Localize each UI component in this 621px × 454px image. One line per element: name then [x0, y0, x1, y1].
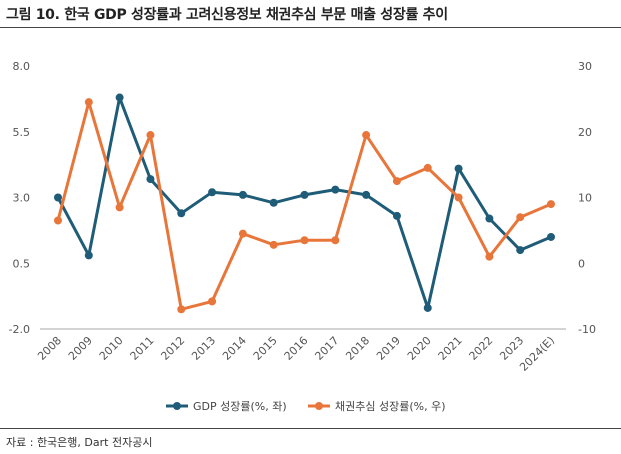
series-point-2 [115, 203, 124, 212]
series-point-1 [423, 303, 432, 312]
series-point-2 [516, 213, 525, 222]
x-tick-label: 2016 [282, 334, 311, 363]
figure-title: 그림 10. 한국 GDP 성장률과 고려신용정보 채권추심 부문 매출 성장률… [6, 7, 448, 23]
left-tick-label: 8.0 [13, 60, 31, 73]
x-tick-label: 2014 [220, 334, 249, 363]
left-tick-label: 5.5 [13, 126, 31, 139]
series-point-1 [547, 232, 555, 241]
right-tick-label: 0 [578, 257, 585, 270]
right-axis-ticks: 30 20 10 0 -10 [578, 60, 596, 336]
series-point-2 [362, 131, 371, 140]
series-point-1 [54, 193, 62, 202]
series-point-1 [300, 190, 309, 199]
top-rule [0, 27, 621, 28]
x-tick-label: 2009 [66, 334, 95, 363]
series-point-2 [84, 98, 93, 107]
series-point-1 [485, 214, 494, 223]
x-tick-label: 2019 [374, 334, 403, 363]
legend-marker-2 [315, 402, 323, 410]
series-point-1 [362, 190, 371, 199]
series-point-1 [238, 190, 247, 199]
x-tick-label: 2008 [35, 334, 64, 363]
bottom-rule [0, 428, 621, 429]
x-tick-label: 2013 [189, 334, 218, 363]
x-tick-label: 2015 [251, 334, 280, 363]
series-point-2 [208, 297, 217, 306]
right-tick-label: 10 [578, 192, 592, 205]
series-point-2 [238, 229, 247, 238]
series-point-1 [269, 198, 278, 207]
series-point-2 [146, 131, 155, 140]
series-layer [54, 93, 555, 314]
series-point-1 [177, 209, 186, 218]
series-point-1 [516, 246, 525, 255]
series-point-2 [331, 236, 340, 245]
series-point-2 [547, 200, 555, 209]
series-point-1 [331, 185, 340, 194]
legend: GDP 성장률(%, 좌) 채권추심 성장률(%, 우) [166, 400, 445, 413]
series-point-2 [177, 305, 186, 314]
series-point-2 [454, 193, 463, 202]
x-tick-label: 2017 [312, 334, 341, 363]
left-tick-label: 3.0 [13, 192, 31, 205]
legend-marker-1 [173, 402, 181, 410]
x-tick-label: 2024(E) [517, 334, 557, 374]
x-tick-label: 2020 [405, 334, 434, 363]
series-line-1 [56, 96, 552, 310]
left-tick-label: 0.5 [13, 257, 31, 270]
legend-label-1: GDP 성장률(%, 좌) [193, 400, 287, 413]
series-point-1 [392, 211, 401, 220]
right-tick-label: 30 [578, 60, 592, 73]
right-tick-label: 20 [578, 126, 592, 139]
legend-label-2: 채권추심 성장률(%, 우) [335, 400, 445, 413]
left-axis-ticks: 8.0 5.5 3.0 0.5 -2.0 [9, 60, 30, 336]
series-point-2 [54, 216, 62, 225]
series-point-2 [392, 177, 401, 186]
right-tick-label: -10 [578, 323, 596, 336]
series-point-2 [485, 252, 494, 261]
x-tick-label: 2021 [436, 334, 465, 363]
series-point-1 [84, 251, 93, 260]
source-note: 자료 : 한국은행, Dart 전자공시 [6, 436, 153, 449]
series-point-1 [454, 164, 463, 173]
x-tick-label: 2022 [467, 334, 496, 363]
x-axis-ticks: 2008 2009 2010 2011 2012 2013 2014 2015 2016 2017… [35, 334, 557, 374]
series-point-1 [208, 188, 217, 197]
x-tick-label: 2010 [97, 334, 126, 363]
series-point-2 [300, 236, 309, 245]
series-point-1 [146, 175, 155, 184]
series-point-1 [115, 93, 124, 102]
series-point-2 [269, 240, 278, 249]
x-tick-label: 2018 [343, 334, 372, 363]
left-tick-label: -2.0 [9, 323, 30, 336]
x-tick-label: 2012 [158, 334, 187, 363]
series-point-2 [423, 163, 432, 172]
x-tick-label: 2011 [128, 334, 157, 363]
